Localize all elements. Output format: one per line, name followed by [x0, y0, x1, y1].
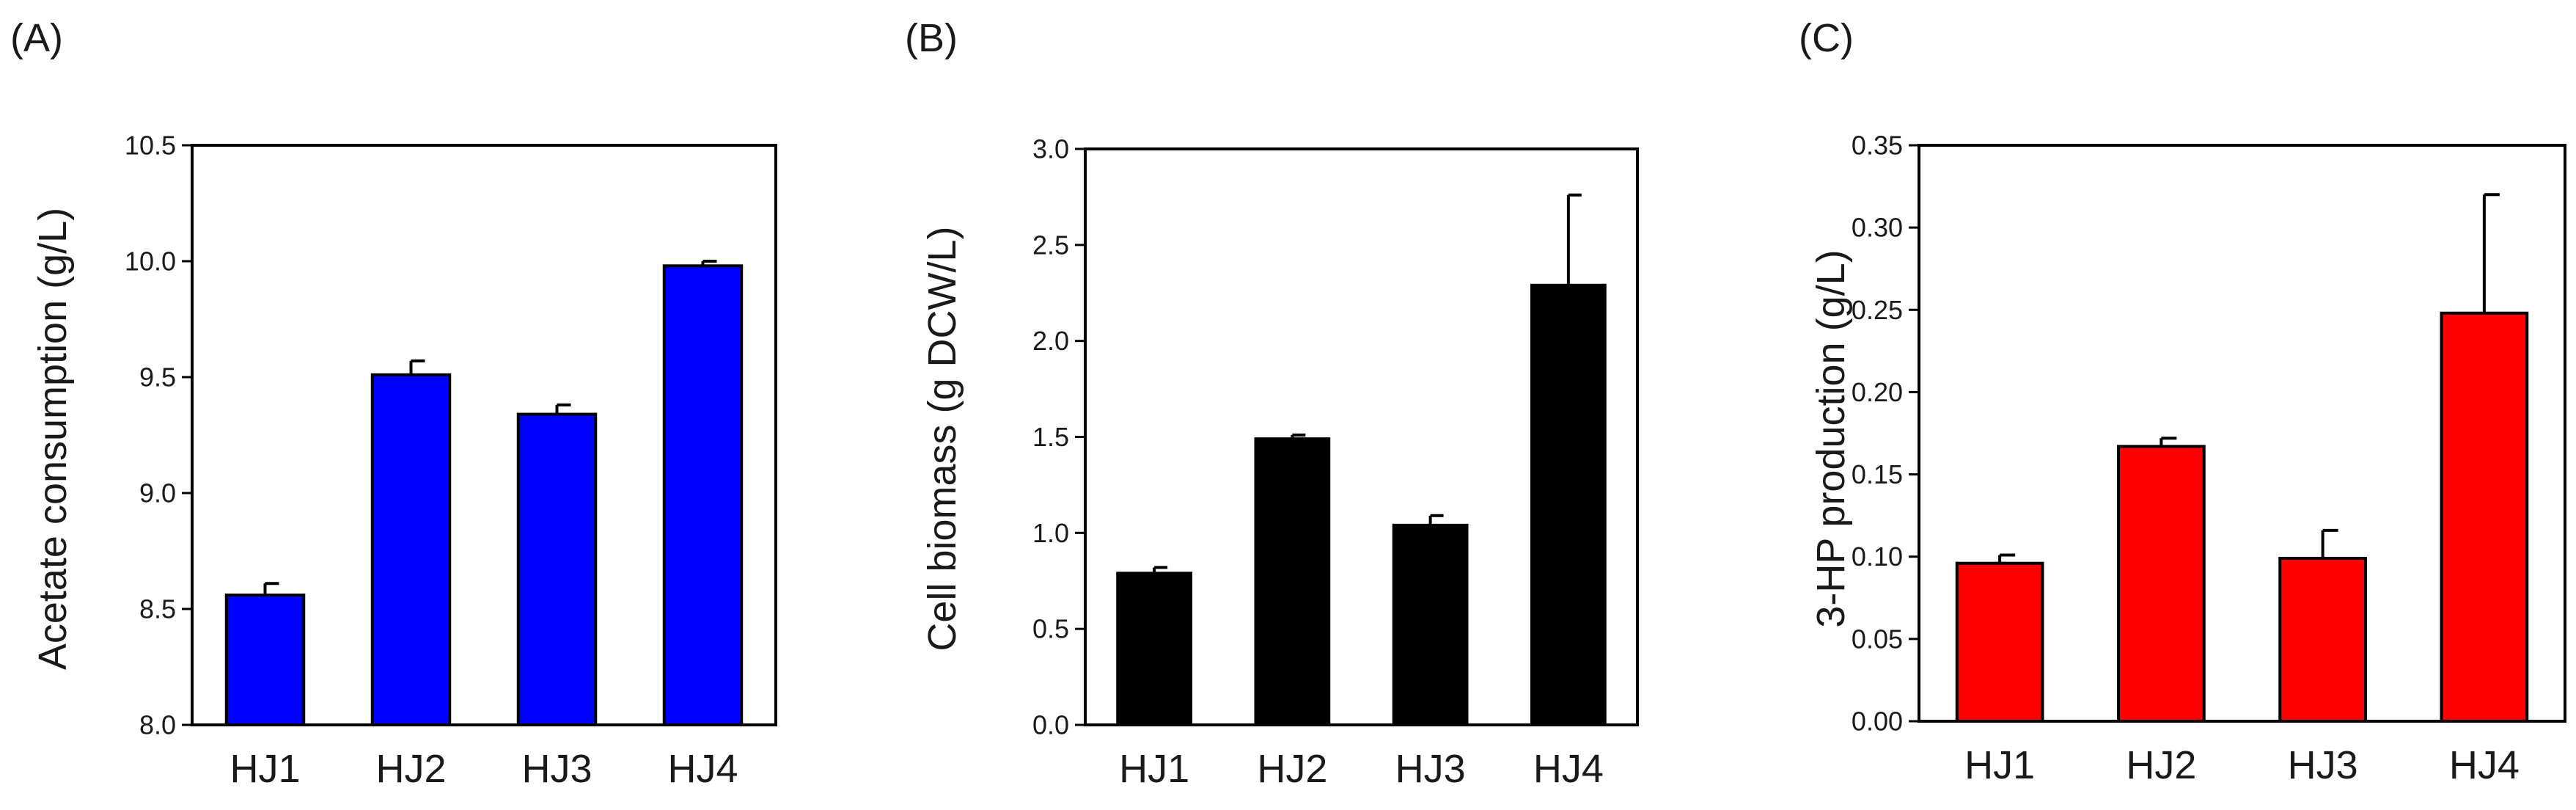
x-tick-label-hj3: HJ3	[1395, 747, 1466, 791]
x-tick-label-hj1: HJ1	[1964, 743, 2035, 787]
chart-panel-3: (C) 3-HP production (g/L) HJ1 HJ2 HJ3 HJ4 0.00…	[1799, 16, 2566, 787]
y-tick-label: 1.5	[1032, 422, 1069, 452]
x-tick-label-hj3: HJ3	[2288, 743, 2358, 787]
x-tick-label-hj1: HJ1	[1119, 747, 1189, 791]
plot-frame	[191, 144, 777, 726]
y-tick-label: 0.5	[1032, 614, 1069, 644]
y-tick-label: 0.10	[1852, 541, 1903, 572]
error-bar-hj4	[1566, 193, 1582, 285]
bar-hj4	[662, 264, 744, 726]
error-bar-hj4	[701, 260, 717, 266]
bar-hj4	[2440, 311, 2529, 723]
error-bar-hj2	[2159, 437, 2177, 447]
y-tick-label: 0.05	[1852, 624, 1903, 654]
y-tick-label: 1.0	[1032, 518, 1069, 548]
x-tick-label-hj2: HJ2	[1257, 747, 1327, 791]
error-bar-hj3	[2321, 528, 2338, 558]
x-tick-label-hj3: HJ3	[521, 747, 592, 791]
panel-label: (B)	[905, 16, 958, 60]
y-tick-label: 2.0	[1032, 326, 1069, 356]
chart-panel-2: (B) Cell biomass (g DCW/L) HJ1 HJ2 HJ3 HJ4 0.0…	[905, 16, 1639, 791]
bar-hj2	[2117, 445, 2206, 723]
bar-hj2	[1254, 437, 1331, 726]
error-bar-hj2	[1291, 433, 1306, 439]
y-tick-label: 2.5	[1032, 230, 1069, 260]
y-tick-label: 10.5	[125, 131, 176, 161]
x-tick-label-hj4: HJ4	[2449, 743, 2520, 787]
error-bar-hj4	[2482, 193, 2500, 313]
x-tick-label-hj2: HJ2	[375, 747, 446, 791]
y-tick-label: 8.5	[139, 594, 176, 624]
error-bar-hj3	[1428, 514, 1444, 525]
x-tick-label-hj2: HJ2	[2126, 743, 2196, 787]
panel-label: (A)	[10, 16, 63, 60]
error-bar-hj1	[1153, 566, 1168, 574]
bar-hj1	[1116, 572, 1193, 726]
y-tick-label: 0.00	[1852, 707, 1903, 737]
y-tick-label: 0.0	[1032, 710, 1069, 740]
error-bar-hj1	[1998, 553, 2016, 563]
y-tick-label: 0.20	[1852, 377, 1903, 407]
bar-hj3	[2278, 556, 2367, 723]
y-tick-label: 9.5	[139, 362, 176, 393]
y-tick-label: 3.0	[1032, 134, 1069, 164]
bar-hj3	[1392, 523, 1469, 726]
bar-hj2	[370, 373, 452, 726]
bar-hj1	[224, 594, 306, 726]
y-tick-label: 0.15	[1852, 459, 1903, 489]
bar-hj1	[1955, 561, 2044, 723]
error-bar-hj1	[263, 582, 279, 596]
y-tick-label: 8.0	[139, 710, 176, 740]
y-tick-label: 10.0	[125, 247, 176, 277]
bar-hj4	[1530, 283, 1607, 726]
y-tick-label: 0.25	[1852, 295, 1903, 325]
y-axis-title: Cell biomass (g DCW/L)	[920, 226, 964, 651]
y-tick-label: 0.30	[1852, 213, 1903, 243]
y-tick-label: 0.35	[1852, 131, 1903, 161]
x-tick-label-hj1: HJ1	[230, 747, 300, 791]
y-tick-label: 9.0	[139, 478, 176, 508]
error-bar-hj3	[555, 403, 571, 415]
plot-frame	[1084, 147, 1639, 726]
bar-hj3	[516, 412, 598, 726]
panel-label: (C)	[1799, 16, 1854, 60]
y-axis-title: 3-HP production (g/L)	[1809, 249, 1853, 627]
chart-panel-1: (A) Acetate consumption (g/L) HJ1 HJ2 HJ3 HJ4…	[10, 16, 777, 791]
y-axis-title: Acetate consumption (g/L)	[31, 208, 75, 670]
x-tick-label-hj4: HJ4	[1533, 747, 1604, 791]
error-bar-hj2	[409, 359, 425, 375]
x-tick-label-hj4: HJ4	[667, 747, 738, 791]
plot-frame	[1918, 144, 2566, 723]
